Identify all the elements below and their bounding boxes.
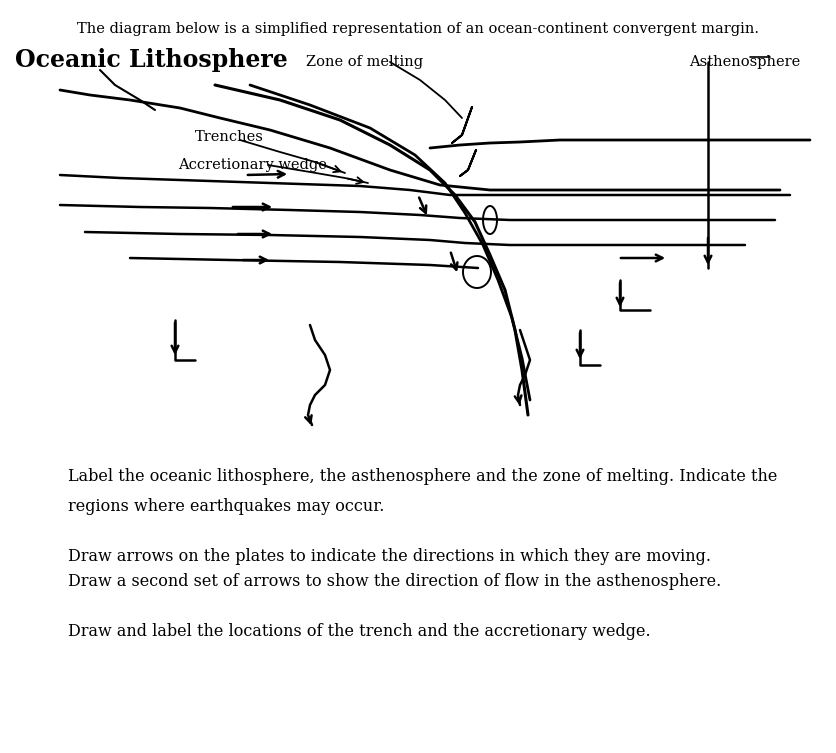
Text: Zone of melting: Zone of melting <box>307 55 424 69</box>
Text: Draw arrows on the plates to indicate the directions in which they are moving.: Draw arrows on the plates to indicate th… <box>68 548 711 565</box>
Text: Accretionary wedge: Accretionary wedge <box>178 158 327 172</box>
Text: Label the oceanic lithosphere, the asthenosphere and the zone of melting. Indica: Label the oceanic lithosphere, the asthe… <box>68 468 777 485</box>
Text: Draw a second set of arrows to show the direction of flow in the asthenosphere.: Draw a second set of arrows to show the … <box>68 573 721 590</box>
Text: Draw and label the locations of the trench and the accretionary wedge.: Draw and label the locations of the tren… <box>68 623 650 640</box>
Text: Asthenosphere: Asthenosphere <box>689 55 800 69</box>
Text: Trenches: Trenches <box>195 130 264 144</box>
Text: Oceanic Lithosphere: Oceanic Lithosphere <box>15 48 288 72</box>
Text: regions where earthquakes may occur.: regions where earthquakes may occur. <box>68 498 385 515</box>
Text: The diagram below is a simplified representation of an ocean-continent convergen: The diagram below is a simplified repres… <box>77 22 759 36</box>
